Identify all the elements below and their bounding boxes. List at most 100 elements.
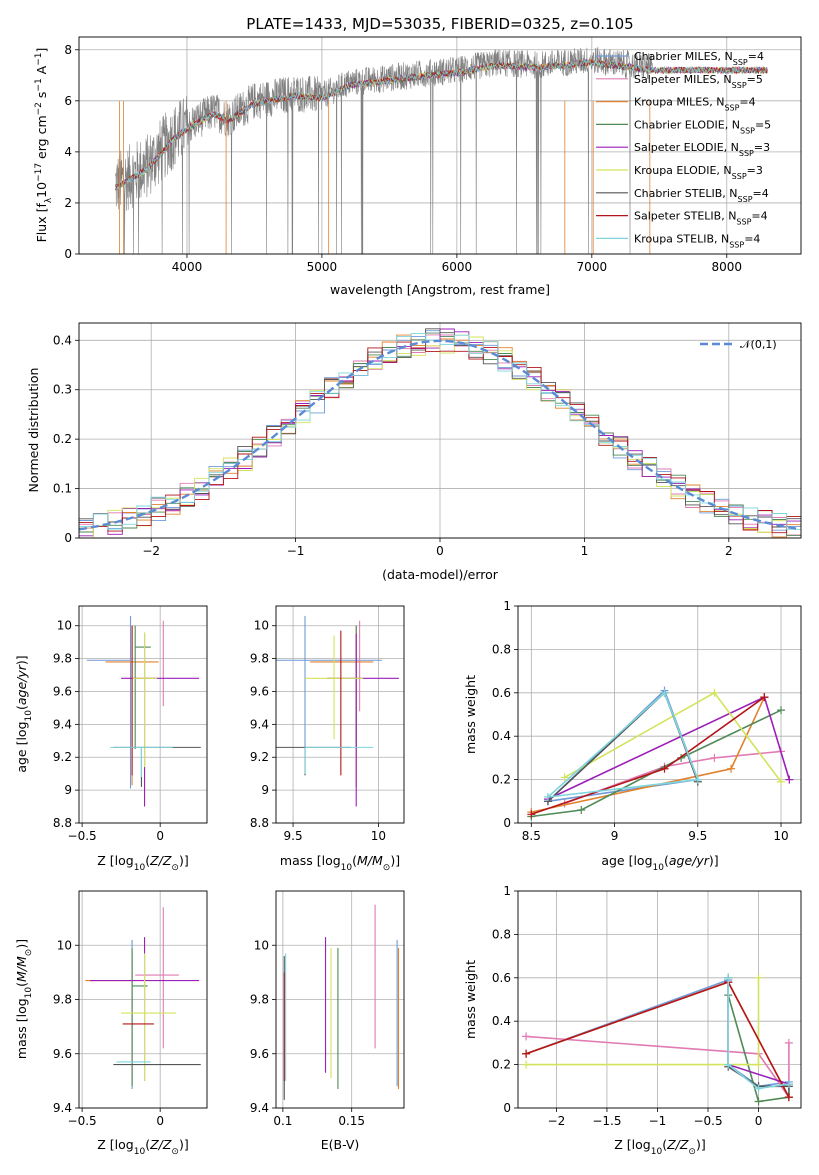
- x-tick-label: 0.15: [338, 1114, 365, 1128]
- mass-vs-ebv-axes-grid: [276, 891, 404, 1109]
- legend-entry: Kroupa ELODIE, NSSP=3: [634, 164, 763, 181]
- y-tick-label: 4: [64, 145, 72, 159]
- age-vs-mass-axes-grid: [276, 606, 404, 824]
- y-tick-label: 9.6: [53, 1047, 72, 1061]
- y-tick-label: 8.8: [250, 816, 269, 830]
- y-tick-label: 0: [64, 531, 72, 545]
- weight-point-marker: [754, 1084, 763, 1093]
- y-tick-label: 0.2: [492, 1058, 511, 1072]
- weight-vs-age-axes: 8.5 9 9.5 10 0 0.2 0.4 0.6 0.8 1 mass weight age [l…: [463, 599, 802, 873]
- y-tick-label: 0.4: [492, 729, 511, 743]
- axes-frame: [275, 890, 405, 1109]
- y-axis-label: Flux [fλ10−17 erg cm−2 s−1 A−1]: [34, 48, 54, 243]
- weight-point-marker: [522, 1049, 531, 1058]
- y-axis-label: Normed distribution: [26, 368, 41, 493]
- x-tick-label: 10: [371, 829, 386, 843]
- y-tick-label: 0: [503, 816, 511, 830]
- x-axis-label: mass [log10(M/M⊙)]: [280, 853, 400, 873]
- weight-series-line: [727, 977, 790, 1090]
- y-tick-label: 10: [57, 938, 72, 952]
- age-vs-Z-axes: −0.5 0 8.8 9 9.2 9.4 9.6 9.8 10 Z [log10(Z/Z⊙)] ag…: [14, 605, 208, 873]
- y-tick-label: 0: [64, 247, 72, 261]
- axes-frame: [517, 605, 802, 824]
- x-tick-label: −1.5: [592, 1114, 621, 1128]
- x-axis-label: Z [log10(Z/Z⊙)]: [97, 1137, 188, 1157]
- weight-point-marker: [777, 706, 786, 715]
- weight-point-marker: [754, 1097, 763, 1106]
- y-tick-label: 0.4: [492, 1014, 511, 1028]
- age-vs-Z-axes-grid: [79, 606, 207, 824]
- spectrum-axes: 4000 5000 6000 7000 8000 0 2 4 6 8 PLATE=1433, MJD…: [34, 15, 802, 297]
- weight-series-line: [526, 1035, 790, 1100]
- x-tick-label: −0.5: [693, 1114, 722, 1128]
- x-axis-label: wavelength [Angstrom, rest frame]: [330, 282, 550, 297]
- weight-point-marker: [577, 805, 586, 814]
- legend-entry: Chabrier STELIB, NSSP=4: [634, 187, 769, 204]
- y-tick-label: 9.4: [250, 1101, 269, 1115]
- y-tick-label: 1: [503, 884, 511, 898]
- y-axis-label: mass weight: [463, 960, 478, 1039]
- mass-vs-Z-axes-grid: [79, 891, 207, 1109]
- weight-vs-age-axes-marks: [527, 686, 794, 821]
- y-tick-label: 9.4: [53, 717, 72, 731]
- x-axis-label: Z [log10(Z/Z⊙)]: [97, 853, 188, 873]
- y-tick-label: 9: [64, 783, 72, 797]
- y-axis-label: age [log10(age/yr)]: [14, 655, 34, 772]
- x-tick-label: 10: [773, 829, 788, 843]
- y-axis-label: mass weight: [463, 675, 478, 754]
- y-tick-label: 8.8: [53, 816, 72, 830]
- age-vs-mass-axes-marks: [276, 615, 399, 807]
- y-tick-label: 9.4: [250, 717, 269, 731]
- x-tick-label: 5000: [307, 260, 338, 274]
- y-tick-label: 0.6: [492, 686, 511, 700]
- mass-vs-Z-axes: −0.5 0 9.4 9.6 9.8 10 Z [log10(Z/Z⊙)] mass [log…: [14, 890, 208, 1157]
- y-tick-label: 9.4: [53, 1101, 72, 1115]
- x-tick-label: −1: [649, 1114, 667, 1128]
- y-tick-label: 9.8: [53, 652, 72, 666]
- weight-point-marker: [785, 775, 794, 784]
- y-tick-label: 9: [261, 783, 269, 797]
- age-vs-mass-axes: 9.5 10 8.8 9 9.2 9.4 9.6 9.8 10 mass [log10(M/M⊙)…: [250, 605, 405, 873]
- residual-axes-marks: [79, 328, 801, 538]
- weight-point-marker: [784, 1080, 793, 1089]
- x-tick-label: 0: [156, 1114, 164, 1128]
- weight-point-marker: [760, 693, 769, 702]
- weight-series-line: [547, 691, 699, 798]
- legend-entry: Chabrier MILES, NSSP=4: [634, 50, 764, 67]
- residual-histogram-step: [79, 341, 801, 534]
- x-axis-label: (data-model)/error: [382, 567, 499, 582]
- x-tick-label: 8.5: [522, 829, 541, 843]
- normal-curve: [79, 339, 799, 531]
- y-tick-label: 1: [503, 599, 511, 613]
- weight-series-line: [727, 994, 790, 1103]
- x-tick-label: 2: [725, 544, 733, 558]
- y-tick-label: 9.6: [250, 1047, 269, 1061]
- weight-point-marker: [777, 777, 786, 786]
- weight-vs-age-axes-grid: [518, 605, 801, 824]
- y-tick-label: 0.3: [53, 383, 72, 397]
- weight-point-marker: [560, 773, 569, 782]
- axes-frame: [517, 890, 802, 1109]
- legend-entry: Salpeter STELIB, NSSP=4: [634, 210, 768, 227]
- axes-frame: [78, 36, 802, 255]
- mass-vs-Z-axes-marks: [85, 907, 201, 1090]
- x-tick-label: 0: [755, 1114, 763, 1128]
- residual-histogram-step: [79, 333, 801, 530]
- x-tick-label: −0.5: [68, 1114, 97, 1128]
- weight-point-marker: [522, 1032, 531, 1041]
- y-tick-label: 9.6: [53, 684, 72, 698]
- weight-series-line: [564, 691, 782, 783]
- x-axis-label: age [log10(age/yr)]: [601, 853, 718, 873]
- y-tick-label: 9.8: [250, 993, 269, 1007]
- weight-series-line: [547, 691, 699, 802]
- x-tick-label: −0.5: [68, 829, 97, 843]
- legend-entry: Kroupa MILES, NSSP=4: [634, 96, 756, 113]
- weight-point-marker: [660, 764, 669, 773]
- weight-point-marker: [754, 1060, 763, 1069]
- model-spectrum-line: [115, 58, 768, 190]
- legend-entry: Chabrier ELODIE, NSSP=5: [634, 118, 771, 135]
- weight-point-marker: [754, 973, 763, 982]
- axes-frame: [78, 890, 208, 1109]
- weight-series-line: [531, 709, 782, 818]
